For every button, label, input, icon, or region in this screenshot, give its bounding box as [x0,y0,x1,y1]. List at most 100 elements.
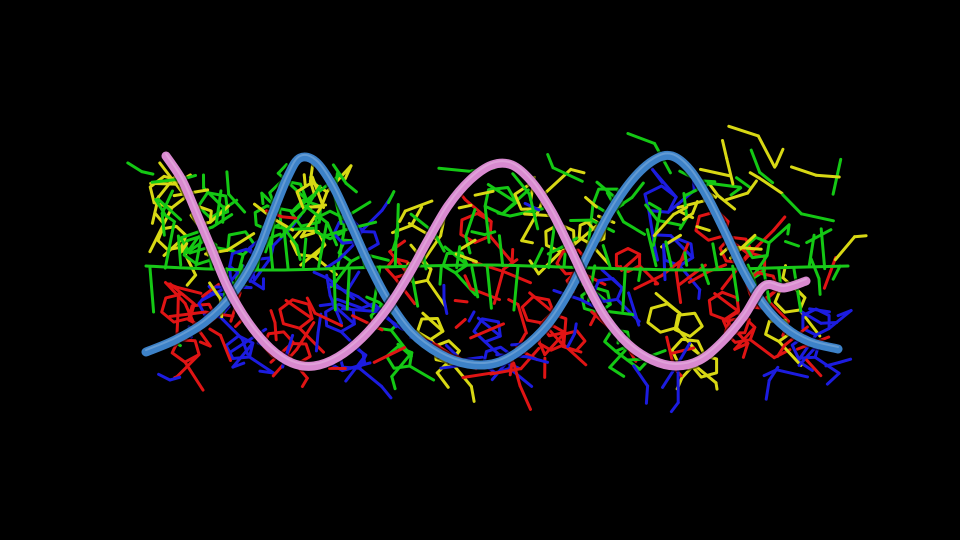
bond-stick [748,171,761,180]
bond-stick [746,179,758,195]
bond-stick [469,322,505,340]
bond-stick [805,228,833,245]
bond-stick [674,270,683,304]
bond-stick [331,163,348,185]
axis-normal-stick [301,237,308,269]
bond-stick [822,256,838,290]
bond-stick [273,321,278,342]
bond-stick [409,205,424,227]
bond-stick [790,165,818,177]
bond-stick [437,166,471,173]
bond-stick [716,193,737,211]
bond-stick [677,341,692,364]
bond-stick [360,302,375,310]
bond-stick [442,297,449,315]
bond-stick [707,181,720,197]
bond-stick [682,212,695,222]
bond-stick [208,327,222,337]
axis-normal-stick [345,267,351,311]
axis-normal-stick [664,240,673,268]
bond-stick [176,286,203,295]
residue [537,324,588,367]
bond-stick [626,132,656,145]
strand-b-backbone-highlight [165,153,807,366]
bond-stick [160,189,174,215]
axis-normal-stick [497,234,505,268]
axis-normal-stick [601,244,612,269]
bond-stick [305,296,317,315]
bond-stick [166,282,180,290]
bond-stick [669,401,680,414]
bond-stick [767,365,780,382]
axis-normal-stick [547,222,557,270]
bond-stick [676,198,708,210]
bond-stick [200,286,227,302]
bond-stick [312,270,330,280]
bond-stick [607,310,637,317]
bond-stick [644,384,650,405]
bond-stick [210,213,234,229]
bond-stick [398,209,407,223]
axis-normal-stick [470,266,480,299]
bond-stick [264,240,271,254]
bond-stick [463,274,473,290]
residue [385,345,436,391]
bond-stick [566,332,577,349]
bond-stick [518,384,532,411]
bond-stick [511,172,531,196]
residue [796,307,853,372]
bond-stick [757,176,784,195]
bond-stick [584,196,598,209]
bond-stick [208,281,222,301]
bond-stick [627,291,641,327]
bond-stick [164,214,177,224]
bond-stick [695,225,711,232]
bond-stick [467,310,476,323]
bond-stick [633,274,664,291]
bond-stick [651,227,659,247]
bond-stick [837,357,853,364]
bond-stick [459,238,477,251]
bond-stick [214,189,223,225]
bond-stick [622,220,646,236]
bond-stick [764,379,771,401]
axis-normal-stick [438,265,443,286]
axis-normal-stick [148,266,156,314]
bond-stick [546,153,555,170]
bond-stick [154,198,168,217]
axis-normal-stick [194,234,203,267]
bond-stick [496,211,512,218]
residue [614,247,660,286]
bond-stick [219,333,232,362]
bond-stick [313,311,344,328]
axis-normal-stick [700,263,710,286]
axis-normal-stick [332,265,337,312]
axis-normal-stick [531,247,544,269]
bond-stick [724,191,750,202]
bond-stick [781,193,803,216]
axis-normal-stick [831,264,842,281]
bond-stick [527,192,540,231]
bond-stick [573,322,578,336]
bond-stick [525,355,549,364]
bond-stick [185,236,200,255]
axis-normal-stick [562,252,567,269]
bond-stick [708,181,742,189]
bond-stick [682,192,689,220]
strand-a-backbone [141,150,843,370]
axis-normal-stick [176,234,183,267]
bond-stick [336,297,364,310]
bond-stick [157,372,172,382]
bond-stick [647,201,662,211]
bond-stick [483,230,497,237]
bond-stick [473,189,495,197]
bond-stick [227,192,247,214]
bond-stick [269,309,277,325]
bond-stick [833,235,857,262]
strand-b-backbone [161,151,811,371]
bond-stick [156,197,183,222]
bond-stick [644,203,659,222]
bond-stick [179,242,189,254]
